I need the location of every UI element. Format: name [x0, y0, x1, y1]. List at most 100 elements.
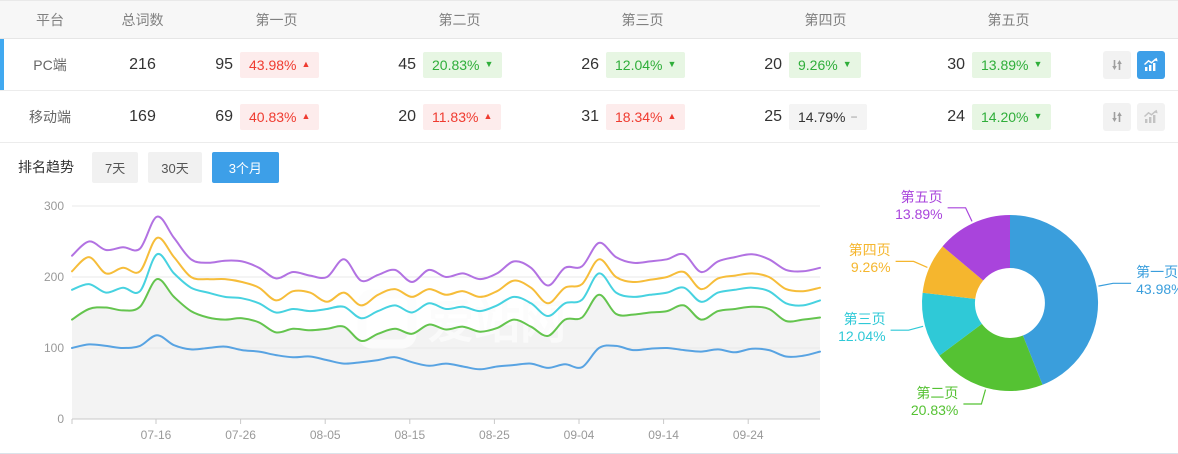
page4-cell: 25 14.79% −: [734, 103, 917, 130]
sort-arrows-icon: [1112, 111, 1122, 122]
svg-text:100: 100: [44, 341, 64, 355]
rank-trend-line-chart: 0 100 200 300 爱站网 07-16 07-26 08-05 08-15 08-25 09…: [30, 196, 842, 453]
donut-label-第四页: 第四页 9.26%: [849, 242, 891, 276]
donut-label-percent: 13.89%: [895, 205, 943, 222]
page-count: 25: [764, 107, 782, 125]
svg-text:300: 300: [44, 199, 64, 213]
trend-chart-button[interactable]: [1137, 50, 1165, 79]
svg-text:08-15: 08-15: [394, 428, 425, 442]
header-page-4: 第四页: [804, 11, 847, 28]
sort-button[interactable]: [1103, 50, 1131, 79]
donut-slice-第五页[interactable]: [942, 215, 1010, 281]
change-percent: 13.89%: [981, 56, 1029, 73]
sort-button[interactable]: [1103, 102, 1131, 131]
svg-text:08-05: 08-05: [310, 428, 341, 442]
svg-text:0: 0: [57, 412, 64, 426]
page-count: 30: [947, 55, 965, 73]
trend-arrow-icon: −: [850, 109, 858, 124]
change-percent: 11.83%: [432, 108, 479, 125]
trend-arrow-icon: ▲: [483, 111, 493, 121]
change-badge: 43.98% ▲: [240, 51, 320, 78]
page-count: 20: [398, 107, 416, 125]
page-distribution-donut-chart: 第一页43.98%第二页20.83%第三页12.04%第四页9.26%第五页13…: [838, 189, 1178, 453]
trend-arrow-icon: ▲: [301, 111, 311, 121]
change-badge: 13.89% ▼: [972, 51, 1052, 78]
platform-name: 移动端: [29, 108, 71, 125]
donut-label-name: 第四页: [848, 242, 891, 259]
page5-cell: 30 13.89% ▼: [917, 51, 1100, 78]
trend-toolbar: 排名趋势 7天 30天 3个月: [0, 143, 1178, 191]
change-percent: 18.34%: [615, 108, 663, 125]
change-percent: 14.79%: [798, 108, 846, 125]
change-badge: 11.83% ▲: [423, 103, 502, 130]
donut-slice-第二页[interactable]: [939, 323, 1043, 392]
svg-text:09-24: 09-24: [733, 428, 764, 442]
table-row-mobile[interactable]: 移动端 169 69 40.83% ▲ 20 11.83% ▲ 31 18.3: [0, 91, 1178, 143]
trend-arrow-icon: ▼: [1033, 59, 1043, 69]
change-percent: 12.04%: [615, 56, 663, 73]
page-count: 31: [581, 107, 599, 125]
tab-3months[interactable]: 3个月: [211, 151, 279, 183]
svg-text:07-16: 07-16: [141, 428, 172, 442]
page-count: 45: [398, 55, 416, 73]
donut-label-name: 第三页: [843, 311, 886, 328]
page-count: 24: [947, 107, 965, 125]
svg-text:08-25: 08-25: [479, 428, 510, 442]
donut-label-第五页: 第五页 13.89%: [895, 189, 942, 223]
header-page-2: 第二页: [438, 11, 481, 28]
page5-cell: 24 14.20% ▼: [917, 103, 1100, 130]
page2-cell: 45 20.83% ▼: [368, 51, 551, 78]
donut-label-percent: 20.83%: [910, 402, 959, 419]
change-badge: 20.83% ▼: [423, 51, 503, 78]
svg-text:07-26: 07-26: [225, 428, 256, 442]
change-badge: 18.34% ▲: [606, 103, 686, 130]
page-count: 20: [764, 55, 782, 73]
trend-arrow-icon: ▼: [667, 59, 677, 69]
change-badge: 14.79% −: [789, 103, 867, 130]
svg-text:09-04: 09-04: [564, 428, 595, 442]
total-words: 169: [129, 107, 156, 125]
page1-cell: 69 40.83% ▲: [185, 103, 368, 130]
page-count: 69: [215, 107, 233, 125]
change-percent: 20.83%: [432, 56, 480, 73]
change-badge: 9.26% ▼: [789, 51, 861, 78]
change-percent: 43.98%: [249, 56, 297, 73]
total-words: 216: [129, 55, 156, 73]
trend-arrow-icon: ▼: [1033, 111, 1043, 121]
trend-arrow-icon: ▲: [301, 59, 311, 69]
tab-7days[interactable]: 7天: [92, 151, 139, 183]
watermark: 爱站网: [428, 296, 566, 348]
page3-cell: 31 18.34% ▲: [551, 103, 734, 130]
sort-arrows-icon: [1112, 59, 1122, 70]
donut-slice-第四页[interactable]: [922, 246, 984, 299]
header-page-1: 第一页: [255, 11, 298, 28]
donut-label-percent: 12.04%: [838, 328, 886, 345]
header-platform: 平台: [36, 11, 64, 28]
trend-chart-icon: [1143, 109, 1158, 123]
change-percent: 40.83%: [249, 108, 297, 125]
trend-arrow-icon: ▼: [842, 59, 852, 69]
row-actions: [1100, 50, 1178, 79]
page1-cell: 95 43.98% ▲: [185, 51, 368, 78]
change-percent: 9.26%: [798, 56, 838, 73]
donut-label-percent: 43.98%: [1136, 281, 1178, 298]
svg-text:09-14: 09-14: [648, 428, 679, 442]
trend-arrow-icon: ▼: [484, 59, 494, 69]
trend-chart-button[interactable]: [1137, 102, 1165, 131]
donut-slice-第一页[interactable]: [1010, 214, 1099, 385]
donut-label-name: 第五页: [900, 188, 943, 205]
table-row-pc[interactable]: PC端 216 95 43.98% ▲ 45 20.83% ▼ 26 12.0: [0, 39, 1178, 91]
donut-label-name: 第二页: [916, 385, 959, 402]
change-percent: 14.20%: [981, 108, 1029, 125]
page-count: 26: [581, 55, 599, 73]
platform-name: PC端: [33, 56, 67, 73]
header-page-5: 第五页: [987, 11, 1030, 28]
page4-cell: 20 9.26% ▼: [734, 51, 917, 78]
donut-slice-第三页[interactable]: [921, 292, 982, 356]
table-header-row: 平台 总词数 第一页 第二页 第三页 第四页 第五页: [0, 1, 1178, 39]
donut-label-percent: 9.26%: [850, 259, 891, 276]
donut-label-第二页: 第二页 20.83%: [911, 385, 958, 419]
tab-30days[interactable]: 30天: [148, 151, 202, 183]
